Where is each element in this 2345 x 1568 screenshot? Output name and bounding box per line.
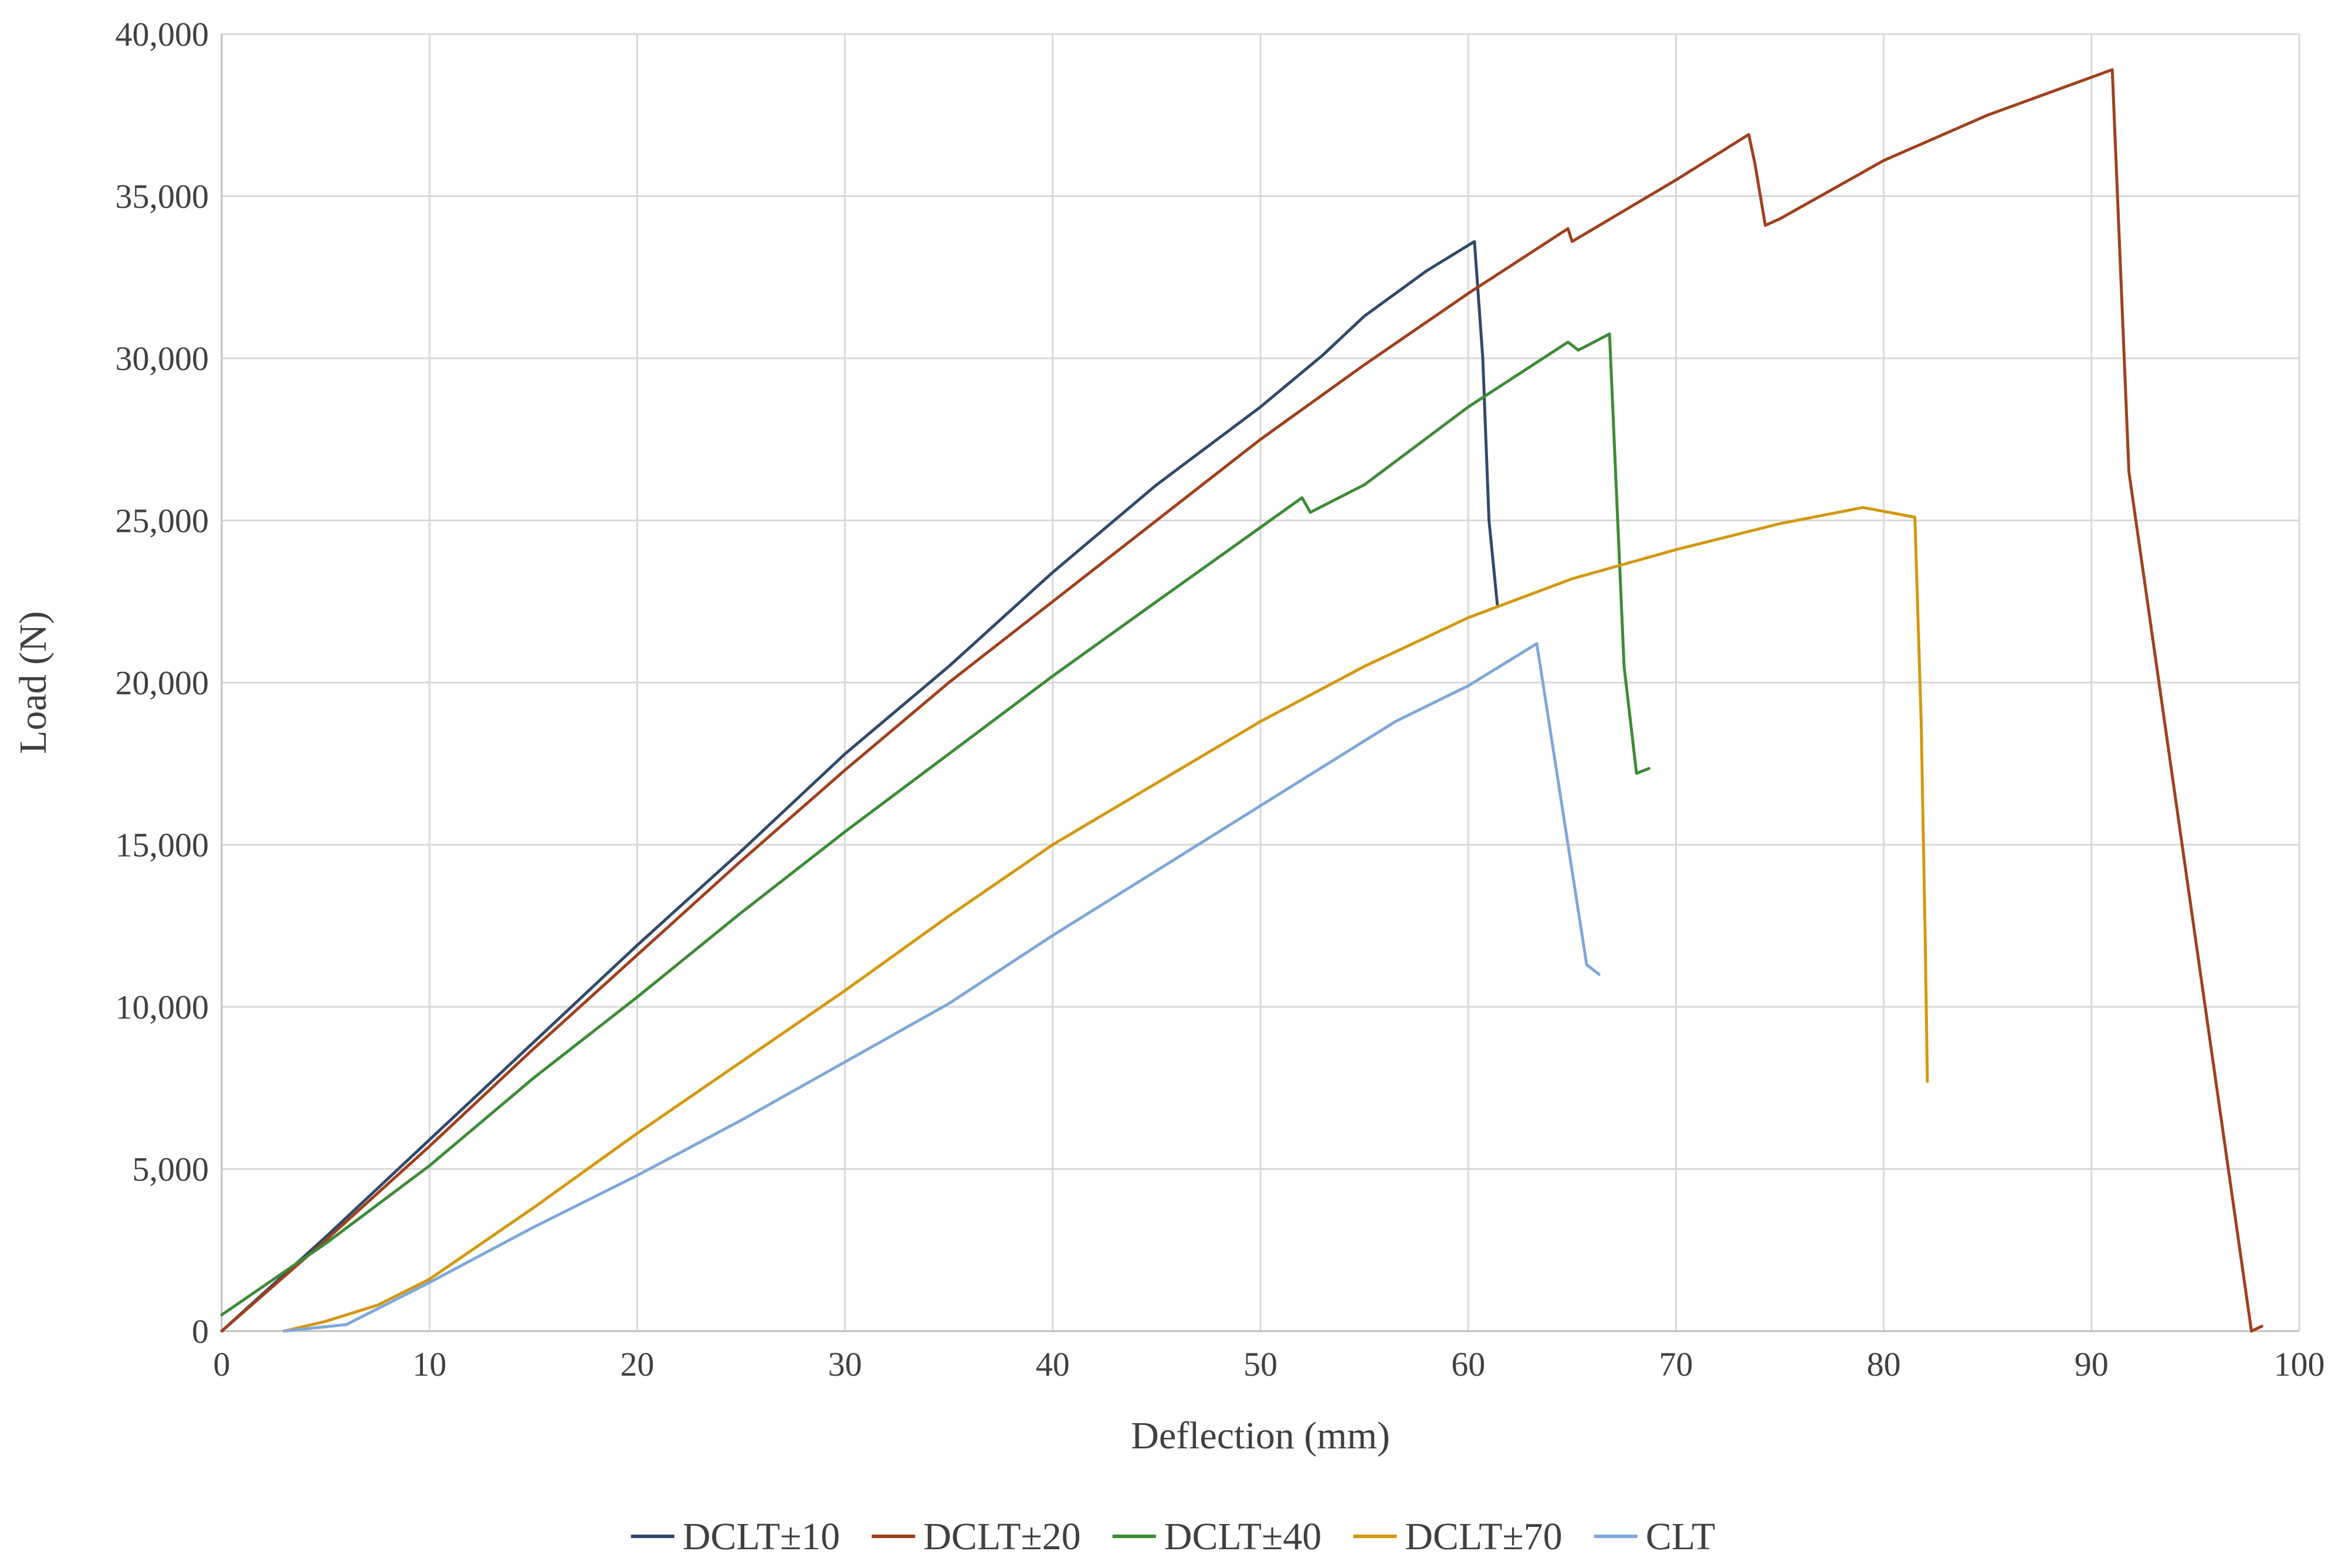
legend-label: CLT bbox=[1646, 1515, 1716, 1558]
tick-labels: 0 5,000 10,000 15,000 20,000 25,000 30,000 35,0… bbox=[116, 15, 2325, 1383]
grid bbox=[222, 33, 2300, 1331]
y-tick-label: 35,000 bbox=[116, 178, 209, 216]
y-tick-label: 15,000 bbox=[116, 826, 209, 864]
x-tick-label: 70 bbox=[1659, 1345, 1693, 1383]
series-line-4 bbox=[282, 642, 1601, 1333]
series-line-3 bbox=[282, 505, 1929, 1333]
y-tick-label: 20,000 bbox=[116, 664, 209, 702]
series-line-2 bbox=[220, 332, 1651, 1316]
x-tick-label: 10 bbox=[412, 1345, 446, 1383]
x-tick-label: 20 bbox=[620, 1345, 654, 1383]
legend-item-2: DCLT±40 bbox=[1112, 1515, 1321, 1558]
x-tick-label: 80 bbox=[1867, 1345, 1901, 1383]
legend-label: DCLT±20 bbox=[923, 1515, 1080, 1558]
legend-item-1: DCLT±20 bbox=[872, 1515, 1081, 1558]
legend-item-0: DCLT±10 bbox=[631, 1515, 840, 1558]
x-tick-label: 0 bbox=[214, 1345, 231, 1383]
legend-label: DCLT±10 bbox=[683, 1515, 840, 1558]
y-tick-label: 30,000 bbox=[116, 340, 209, 378]
y-tick-label: 10,000 bbox=[116, 988, 209, 1026]
x-tick-label: 100 bbox=[2274, 1345, 2325, 1383]
y-tick-label: 40,000 bbox=[116, 15, 209, 53]
x-tick-label: 90 bbox=[2075, 1345, 2109, 1383]
legend-item-4: CLT bbox=[1594, 1515, 1716, 1558]
legend-item-3: DCLT±70 bbox=[1353, 1515, 1563, 1558]
series-line-0 bbox=[220, 240, 1499, 1333]
x-tick-label: 60 bbox=[1451, 1345, 1485, 1383]
legend: DCLT±10 DCLT±20 DCLT±40 DCLT±70 CLT bbox=[631, 1515, 1716, 1558]
y-tick-label: 5,000 bbox=[133, 1150, 209, 1189]
y-axis-title: Load (N) bbox=[12, 611, 55, 754]
y-tick-label: 25,000 bbox=[116, 502, 209, 540]
legend-label: DCLT±70 bbox=[1405, 1515, 1562, 1558]
x-tick-label: 30 bbox=[828, 1345, 862, 1383]
series-group bbox=[220, 68, 2263, 1333]
y-tick-label: 0 bbox=[192, 1312, 209, 1350]
legend-label: DCLT±40 bbox=[1164, 1515, 1321, 1558]
x-axis-title: Deflection (mm) bbox=[1131, 1414, 1390, 1457]
series-line-1 bbox=[220, 68, 2263, 1333]
x-tick-label: 40 bbox=[1036, 1345, 1070, 1383]
x-tick-label: 50 bbox=[1243, 1345, 1277, 1383]
axes bbox=[221, 34, 2299, 1332]
